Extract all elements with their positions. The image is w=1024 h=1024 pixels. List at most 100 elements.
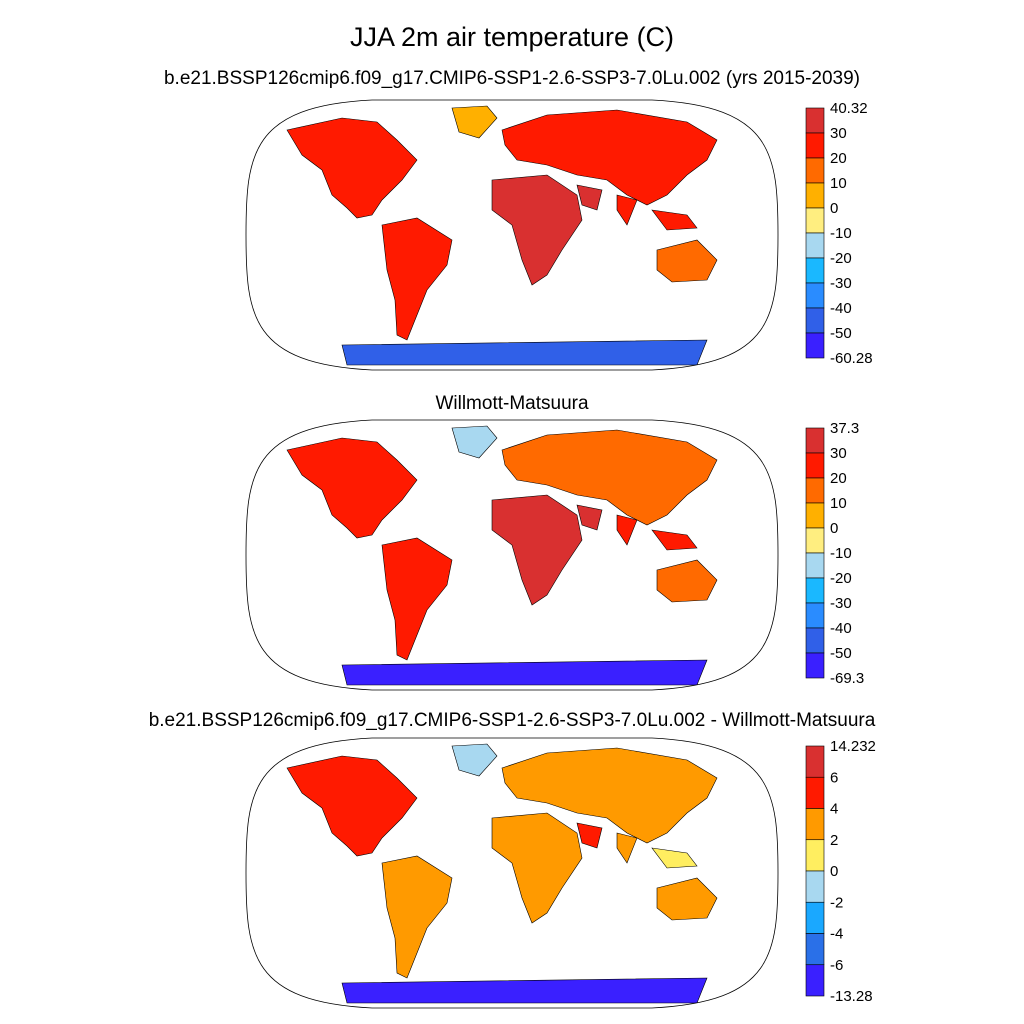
colorbar-swatch bbox=[805, 282, 825, 309]
colorbar-swatch bbox=[805, 332, 825, 359]
land-region bbox=[576, 184, 603, 211]
colorbar-tick-label: 0 bbox=[830, 200, 838, 217]
colorbar-swatch bbox=[805, 839, 825, 872]
colorbar-tick-label: 30 bbox=[830, 445, 847, 462]
colorbar-tick-label: -60.28 bbox=[830, 350, 873, 367]
land-region bbox=[501, 109, 718, 206]
colorbar-tick-label: 20 bbox=[830, 470, 847, 487]
colorbar-tick-label: 10 bbox=[830, 175, 847, 192]
panel-obs-title: Willmott-Matsuura bbox=[435, 393, 589, 414]
land-region bbox=[286, 755, 418, 857]
land-region bbox=[381, 855, 453, 979]
colorbar-swatch bbox=[805, 107, 825, 134]
colorbar-tick-label: 20 bbox=[830, 150, 847, 167]
colorbar-tick-label: 40.32 bbox=[830, 100, 868, 117]
land-region bbox=[341, 339, 708, 366]
colorbar-swatch bbox=[805, 652, 825, 679]
land-region bbox=[576, 504, 603, 531]
land-region bbox=[491, 494, 583, 606]
land-region bbox=[286, 117, 418, 219]
colorbar-swatch bbox=[805, 776, 825, 809]
colorbar-swatch bbox=[805, 232, 825, 259]
colorbar-swatch bbox=[805, 182, 825, 209]
colorbar-tick-label: -6 bbox=[830, 957, 843, 974]
panel-model-title: b.e21.BSSP126cmip6.f09_g17.CMIP6-SSP1-2.… bbox=[163, 68, 861, 89]
land-region bbox=[286, 437, 418, 539]
colorbar-swatch bbox=[805, 901, 825, 934]
colorbar-tick-label: -2 bbox=[830, 894, 843, 911]
colorbar-swatch bbox=[805, 157, 825, 184]
colorbar-difference: 14.232 6 4 2 0 -2 -4 -6 -13.28 bbox=[805, 738, 876, 1005]
colorbar-tick-label: -4 bbox=[830, 926, 843, 943]
land-region bbox=[341, 977, 708, 1004]
panel-diff-title: b.e21.BSSP126cmip6.f09_g17.CMIP6-SSP1-2.… bbox=[148, 710, 876, 731]
land-region bbox=[381, 217, 453, 341]
colorbar-swatch bbox=[805, 527, 825, 554]
colorbar-tick-label: -40 bbox=[830, 620, 852, 637]
panel-diff-map: 14.232 6 4 2 0 -2 -4 -6 -13.28 bbox=[245, 737, 876, 1009]
colorbar-tick-label: -13.28 bbox=[830, 988, 873, 1005]
colorbar-swatch bbox=[805, 745, 825, 778]
colorbar-tick-label: -50 bbox=[830, 645, 852, 662]
colorbar-swatch bbox=[805, 552, 825, 579]
land-region bbox=[501, 747, 718, 844]
map-outline bbox=[245, 419, 779, 691]
land-region bbox=[576, 822, 603, 849]
colorbar-tick-label: -10 bbox=[830, 545, 852, 562]
colorbar-swatch bbox=[805, 933, 825, 966]
land-region bbox=[381, 537, 453, 661]
temperature-field-model bbox=[286, 105, 718, 366]
land-region bbox=[341, 659, 708, 686]
colorbar-tick-label: -10 bbox=[830, 225, 852, 242]
colorbar-tick-label: 10 bbox=[830, 495, 847, 512]
land-region bbox=[451, 105, 498, 139]
land-region bbox=[616, 194, 638, 226]
panel-obs-map: 37.3 30 20 10 0 -10 -20 -30 -40 -50 -69.3 bbox=[245, 419, 864, 691]
land-region bbox=[451, 743, 498, 777]
land-region bbox=[616, 514, 638, 546]
land-region bbox=[491, 812, 583, 924]
colorbar-tick-label: 37.3 bbox=[830, 420, 859, 437]
colorbar-tick-label: -30 bbox=[830, 595, 852, 612]
colorbar-obs: 37.3 30 20 10 0 -10 -20 -30 -40 -50 -69.3 bbox=[805, 420, 864, 687]
colorbar-swatch bbox=[805, 207, 825, 234]
land-region bbox=[616, 832, 638, 864]
land-region bbox=[501, 429, 718, 526]
colorbar-swatch bbox=[805, 627, 825, 654]
colorbar-tick-label: 0 bbox=[830, 863, 838, 880]
map-outline bbox=[245, 737, 779, 1009]
land-region bbox=[656, 239, 718, 283]
temperature-field-difference bbox=[286, 743, 718, 1004]
colorbar-swatch bbox=[805, 964, 825, 997]
colorbar-swatch bbox=[805, 577, 825, 604]
colorbar-swatch bbox=[805, 427, 825, 454]
map-outline bbox=[245, 99, 779, 371]
colorbar-swatch bbox=[805, 452, 825, 479]
colorbar-swatch bbox=[805, 602, 825, 629]
colorbar-swatch bbox=[805, 132, 825, 159]
colorbar-tick-label: 6 bbox=[830, 769, 838, 786]
panel-model-map: 40.32 30 20 10 0 -10 -20 -30 -40 -50 -60.28 bbox=[245, 99, 873, 371]
colorbar-tick-label: -50 bbox=[830, 325, 852, 342]
colorbar-swatch bbox=[805, 477, 825, 504]
figure-title: JJA 2m air temperature (C) bbox=[349, 22, 675, 52]
land-region bbox=[656, 877, 718, 921]
colorbar-swatch bbox=[805, 307, 825, 334]
colorbar-tick-label: -69.3 bbox=[830, 670, 864, 687]
colorbar-swatch bbox=[805, 808, 825, 841]
colorbar-tick-label: -40 bbox=[830, 300, 852, 317]
colorbar-swatch bbox=[805, 502, 825, 529]
land-region bbox=[651, 847, 698, 869]
colorbar-swatch bbox=[805, 257, 825, 284]
land-region bbox=[651, 529, 698, 551]
temperature-field-obs bbox=[286, 425, 718, 686]
colorbar-tick-label: 0 bbox=[830, 520, 838, 537]
colorbar-tick-label: -20 bbox=[830, 570, 852, 587]
colorbar-tick-label: 14.232 bbox=[830, 738, 876, 755]
colorbar-tick-label: 4 bbox=[830, 801, 838, 818]
colorbar-swatch bbox=[805, 870, 825, 903]
colorbar-tick-label: -30 bbox=[830, 275, 852, 292]
land-region bbox=[656, 559, 718, 603]
